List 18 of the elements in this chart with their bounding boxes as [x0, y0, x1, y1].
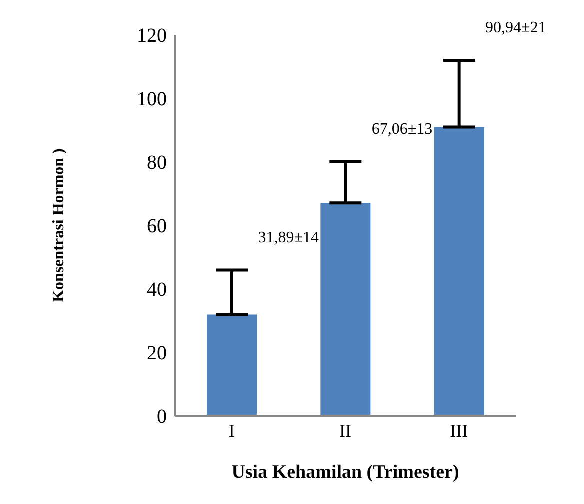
- y-tick-label: 20: [147, 342, 167, 365]
- x-tick-label: I: [228, 420, 235, 441]
- bar: [207, 314, 257, 416]
- annotation: 31,89±14: [258, 229, 319, 246]
- bar: [434, 127, 484, 416]
- y-tick-label: 80: [147, 152, 167, 174]
- y-axis-title: Konsentrasi Hormon ): [50, 148, 68, 302]
- y-tick-label: 40: [147, 279, 167, 302]
- x-tick-label: II: [340, 420, 352, 441]
- y-tick-label: 100: [137, 88, 167, 111]
- y-tick-label: 120: [137, 25, 167, 48]
- y-tick-label: 0: [157, 406, 167, 428]
- y-tick-label: 60: [147, 216, 167, 238]
- annotation: 90,94±21: [486, 20, 546, 37]
- x-tick-label: III: [450, 420, 468, 441]
- annotation: 67,06±13: [372, 120, 433, 138]
- bar: [320, 203, 371, 416]
- x-axis-title: Usia Kehamilan (Trimester): [232, 462, 460, 483]
